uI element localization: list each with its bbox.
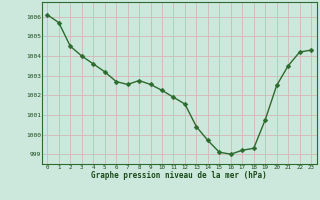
- X-axis label: Graphe pression niveau de la mer (hPa): Graphe pression niveau de la mer (hPa): [91, 171, 267, 180]
